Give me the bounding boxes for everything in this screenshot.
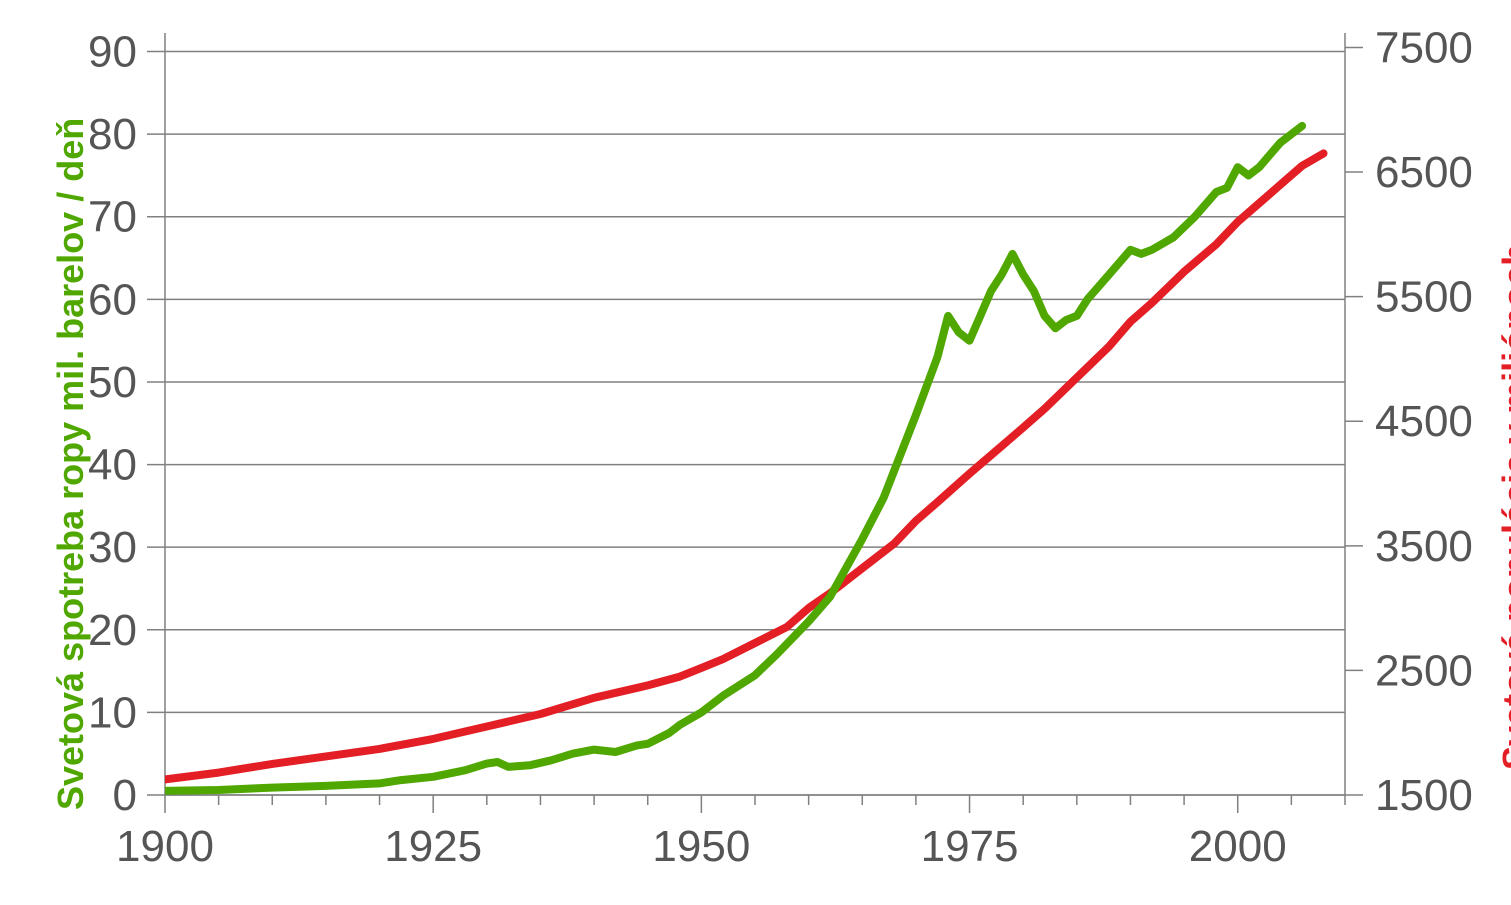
y-left-tick-label: 90 [88,28,137,77]
y-right-tick-label: 4500 [1375,397,1473,446]
y-left-tick-label: 40 [88,441,137,490]
x-tick-label: 1900 [116,822,214,871]
y-right-tick-label: 6500 [1375,148,1473,197]
x-tick-label: 2000 [1189,822,1287,871]
y-right-tick-label: 5500 [1375,273,1473,322]
y-right-tick-label: 2500 [1375,646,1473,695]
y-left-axis-title: Svetová spotreba ropy mil. barelov / deň [50,118,92,810]
y-left-tick-label: 70 [88,193,137,242]
dual-axis-line-chart: 0 10 20 30 40 50 60 70 80 90 1500 2500 3500 4500 5500 6… [0,0,1511,905]
y-right-tick-label: 3500 [1375,522,1473,571]
x-tick-label: 1950 [652,822,750,871]
y-left-tick-label: 10 [88,688,137,737]
x-tick-label: 1975 [921,822,1019,871]
chart-wrap: Svetová spotreba ropy mil. barelov / deň… [0,0,1511,905]
y-right-axis-title: Svetová populácia v miliónoch [1495,244,1511,770]
y-left-tick-label: 50 [88,358,137,407]
y-right-tick-label: 1500 [1375,771,1473,820]
y-left-tick-label: 80 [88,110,137,159]
y-left-tick-label: 60 [88,275,137,324]
y-left-tick-label: 0 [113,771,137,820]
x-tick-label: 1925 [384,822,482,871]
y-left-tick-label: 20 [88,606,137,655]
y-left-tick-label: 30 [88,523,137,572]
y-right-tick-label: 7500 [1375,23,1473,72]
